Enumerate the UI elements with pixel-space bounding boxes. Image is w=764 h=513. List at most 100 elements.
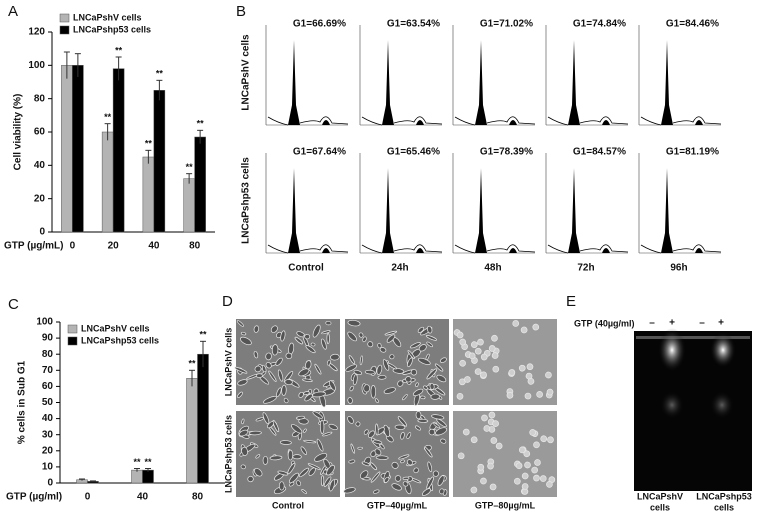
cell — [418, 344, 427, 352]
cell — [374, 398, 379, 403]
cell — [468, 352, 476, 360]
cell — [326, 464, 335, 476]
lane-sign: + — [718, 318, 724, 329]
cell — [521, 472, 529, 480]
cell — [376, 364, 383, 375]
cell — [492, 365, 500, 373]
y-tick-label: 10 — [42, 462, 54, 473]
cell — [464, 376, 471, 383]
histogram-peak — [475, 168, 487, 253]
y-tick-label: 100 — [36, 317, 53, 328]
cell — [348, 459, 356, 464]
cell — [330, 353, 340, 361]
legend-label: LNCaPshV cells — [73, 12, 142, 22]
histogram-trace — [547, 116, 629, 126]
cell — [347, 331, 357, 342]
cell — [413, 467, 419, 474]
histogram-bump — [509, 248, 517, 253]
y-tick-label: 80 — [42, 349, 54, 360]
cell — [398, 454, 410, 460]
histogram-bump — [602, 248, 610, 253]
cell — [402, 476, 410, 480]
cell — [529, 429, 536, 436]
cell — [269, 455, 283, 461]
cell — [370, 471, 381, 483]
x-tick-label: 80 — [192, 492, 204, 503]
histogram-bump — [695, 248, 703, 253]
bar — [153, 90, 166, 233]
micrograph-field — [453, 411, 557, 497]
histogram-bump — [322, 120, 330, 125]
cell — [300, 446, 307, 455]
histogram-bump — [416, 120, 424, 125]
cell — [350, 443, 356, 454]
cell — [387, 362, 397, 370]
y-tick-label: 120 — [28, 27, 45, 38]
cell — [314, 363, 322, 375]
cell — [410, 369, 418, 376]
lane-sign: – — [699, 318, 705, 329]
cell — [409, 342, 421, 349]
cell — [248, 430, 262, 436]
cell — [302, 378, 313, 382]
bar — [183, 178, 195, 233]
cell — [255, 373, 263, 378]
y-tick-label: 40 — [42, 413, 54, 424]
legend-label: LNCaPshp53 cells — [73, 24, 151, 34]
cell — [526, 363, 534, 371]
y-axis-label: % cells in Sub G1 — [17, 360, 28, 444]
cell — [439, 357, 447, 363]
legend-swatch — [59, 25, 70, 35]
cell — [506, 391, 514, 399]
cell — [474, 368, 482, 375]
cell — [288, 481, 295, 487]
cell — [349, 385, 354, 392]
cell — [277, 369, 284, 382]
cell — [298, 391, 304, 398]
cell — [325, 320, 332, 326]
cell — [487, 462, 494, 470]
cell — [520, 326, 528, 334]
histogram-trace — [454, 244, 536, 254]
cell — [379, 443, 385, 450]
cell — [369, 462, 378, 471]
cell — [508, 369, 516, 376]
cell — [357, 446, 363, 450]
cell — [546, 388, 554, 396]
cell — [386, 334, 396, 343]
histogram-peak — [288, 168, 300, 253]
cell — [272, 419, 280, 433]
cell — [480, 371, 487, 379]
bar — [112, 68, 125, 233]
cell — [480, 477, 487, 485]
bar — [194, 136, 206, 233]
cell — [301, 489, 307, 494]
cell — [427, 461, 433, 473]
y-tick-label: 50 — [42, 397, 54, 408]
cell — [359, 470, 369, 479]
y-tick-label: 0 — [47, 478, 53, 489]
legend-label: LNCaPshV cells — [81, 323, 150, 333]
cell — [434, 363, 444, 372]
cell — [321, 338, 327, 350]
bar — [101, 131, 114, 233]
cell — [533, 474, 540, 482]
histogram-trace — [547, 244, 629, 254]
cell — [425, 353, 430, 361]
g1-label: G1=78.39% — [480, 147, 533, 158]
g1-label: G1=84.57% — [573, 147, 626, 158]
panel-label: D — [222, 293, 233, 310]
cell — [406, 459, 413, 466]
cell — [523, 450, 531, 458]
cell — [392, 368, 405, 374]
cell — [536, 391, 543, 398]
row-label: LNCaPshp53 cells — [241, 157, 252, 244]
column-label: Control — [272, 500, 304, 510]
cell — [298, 467, 310, 478]
cell — [326, 359, 331, 366]
cell — [268, 370, 277, 382]
y-tick-label: 80 — [34, 93, 46, 104]
cell — [329, 479, 336, 492]
micrograph — [236, 411, 340, 497]
histogram-bump — [322, 248, 330, 253]
